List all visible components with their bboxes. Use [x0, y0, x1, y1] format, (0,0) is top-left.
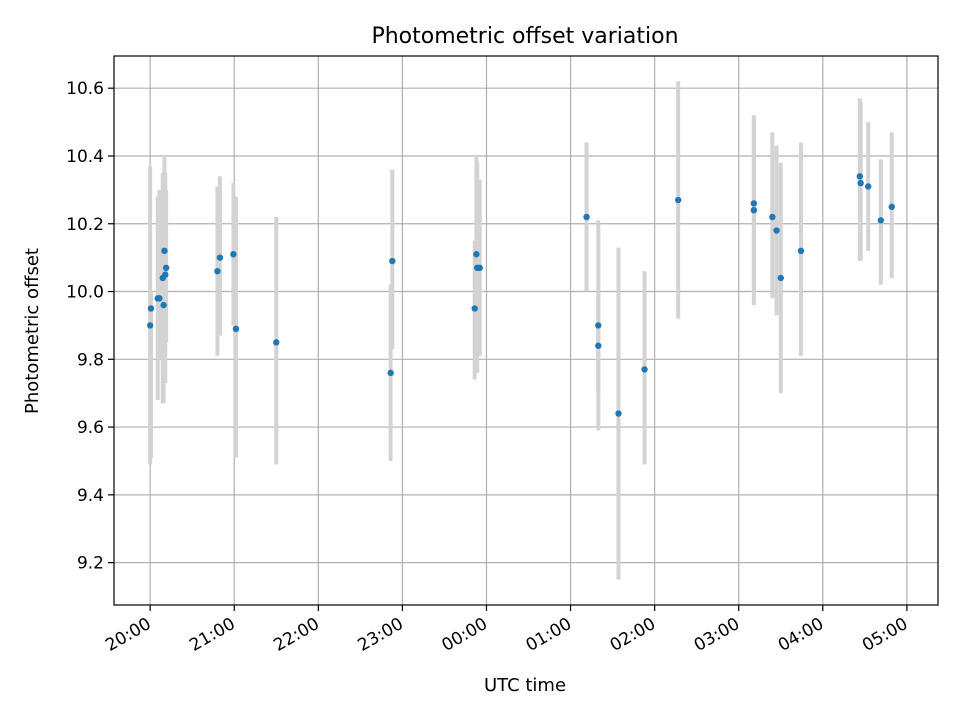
data-point — [214, 267, 221, 275]
data-point — [750, 206, 758, 214]
data-point — [471, 305, 478, 312]
data-point — [777, 274, 784, 282]
data-point — [750, 200, 758, 207]
data-point — [583, 213, 590, 221]
data-point — [387, 369, 394, 377]
data-point — [147, 305, 155, 312]
data-point — [389, 257, 396, 265]
data-point — [162, 271, 169, 278]
y-tick-label: 10.6 — [66, 79, 104, 99]
y-tick-label: 9.8 — [77, 350, 104, 370]
data-point — [473, 251, 480, 258]
data-point — [856, 173, 864, 180]
data-point — [877, 217, 885, 224]
y-tick-label: 9.6 — [77, 418, 104, 438]
data-point — [216, 254, 224, 261]
point-layer — [146, 173, 895, 417]
y-tick-label: 9.4 — [77, 486, 104, 506]
data-point — [888, 203, 895, 211]
data-point — [769, 213, 776, 221]
data-point — [865, 183, 872, 190]
data-point — [797, 247, 805, 255]
x-axis-label: UTC time — [484, 675, 566, 696]
data-point — [595, 322, 602, 329]
data-point — [674, 196, 682, 204]
plot-frame — [113, 55, 939, 606]
y-axis-label: Photometric offset — [22, 248, 43, 414]
grid-layer — [114, 56, 938, 605]
data-point — [146, 322, 154, 329]
data-point — [615, 410, 622, 417]
data-point — [773, 227, 780, 234]
data-point — [641, 366, 648, 373]
y-tick-label: 10.0 — [66, 283, 104, 303]
data-point — [161, 247, 168, 255]
data-point — [162, 264, 170, 272]
data-point — [156, 295, 163, 302]
data-point — [595, 342, 602, 349]
data-point — [273, 339, 280, 346]
y-tick-label: 10.4 — [66, 147, 104, 167]
data-point — [232, 325, 240, 333]
data-point — [476, 264, 483, 272]
data-point — [160, 301, 167, 309]
y-tick-label: 10.2 — [66, 215, 104, 235]
data-point — [230, 251, 237, 258]
chart-title: Photometric offset variation — [371, 24, 678, 49]
data-point — [857, 179, 864, 187]
y-tick-label: 9.2 — [77, 554, 104, 574]
